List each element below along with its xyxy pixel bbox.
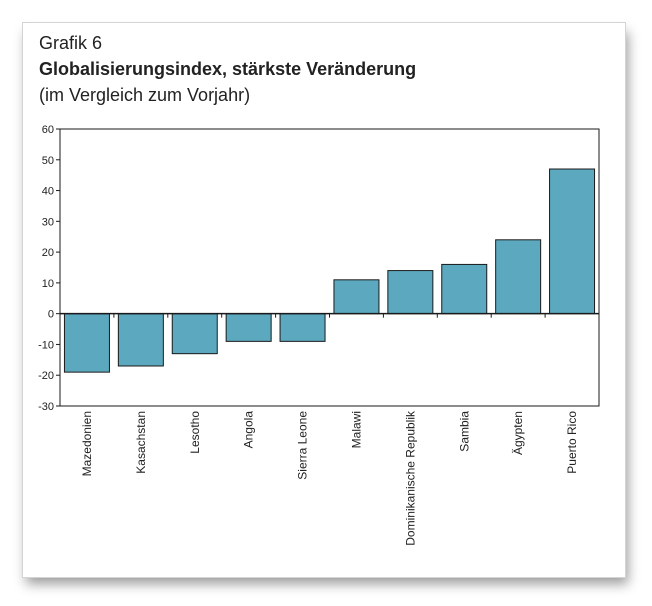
bar-0 xyxy=(63,313,110,373)
y-tick-label: 10 xyxy=(42,278,54,290)
x-category-label: Malawi xyxy=(349,411,363,448)
x-category-label: Mazedonien xyxy=(80,411,94,476)
bar-7 xyxy=(441,263,488,315)
x-category-label: Ägypten xyxy=(511,411,525,455)
plot-frame xyxy=(59,128,600,407)
x-category-label: Sierra Leone xyxy=(296,411,310,480)
y-tick-label: 50 xyxy=(42,155,54,167)
chart-title: Globalisierungsindex, stärkste Veränderu… xyxy=(39,59,417,79)
x-category-label: Puerto Rico xyxy=(565,411,579,474)
y-tick-label: 40 xyxy=(42,186,54,198)
y-tick-label: -30 xyxy=(38,401,54,413)
chart-subtitle: (im Vergleich zum Vorjahr) xyxy=(39,85,251,105)
bar-9 xyxy=(549,168,596,315)
bar-8 xyxy=(495,239,542,315)
x-category-label: Kasachstan xyxy=(134,411,148,474)
bar-1 xyxy=(117,313,164,367)
bar-5 xyxy=(333,279,380,315)
y-tick-label: -10 xyxy=(38,339,54,351)
y-tick-label: 60 xyxy=(42,124,54,136)
bar-3 xyxy=(225,313,272,342)
chart-number: Grafik 6 xyxy=(39,33,103,53)
chart-card: Grafik 6 Globalisierungsindex, stärkste … xyxy=(22,22,626,578)
bar-4 xyxy=(279,313,326,342)
x-category-label: Angola xyxy=(242,411,256,449)
y-tick-label: 20 xyxy=(42,247,54,259)
bar-6 xyxy=(387,270,434,315)
x-category-label: Lesotho xyxy=(188,411,202,454)
bar-2 xyxy=(171,313,218,355)
y-tick-label: -20 xyxy=(38,370,54,382)
y-tick-label: 0 xyxy=(48,309,54,321)
x-category-label: Dominikanische Republik xyxy=(403,410,417,546)
bar-chart: 60 50 40 30 20 10 0 -10 -20 -30 Mazedonien Kasachst… xyxy=(38,124,600,546)
x-category-label: Sambia xyxy=(457,411,471,452)
y-tick-label: 30 xyxy=(42,216,54,228)
